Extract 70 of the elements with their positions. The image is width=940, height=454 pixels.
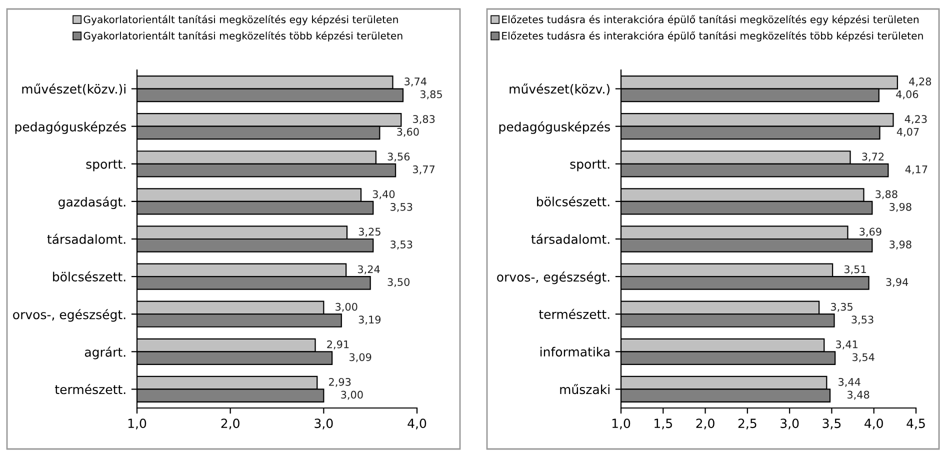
data-label: 4,28: [909, 78, 932, 86]
data-label: 3,88: [876, 190, 898, 200]
y-tick-label: agrárt.: [84, 346, 126, 360]
data-label: 3,69: [860, 228, 882, 237]
data-label: 3,24: [358, 265, 380, 274]
legend-label: Előzetes tudásra és interakcióra épülő tanítási megközelítés egy képzési területen: [502, 15, 918, 26]
data-label: 3,72: [862, 152, 884, 162]
y-tick-label: orvos-, egészségt.: [13, 309, 126, 322]
y-tick-label: sportt.: [570, 160, 610, 172]
data-label: 4,17: [905, 166, 928, 174]
data-label: 3,85: [420, 90, 442, 100]
y-tick-label: társadalomt.: [531, 234, 610, 244]
data-label: 3,53: [852, 316, 874, 325]
data-label: 3,00: [341, 390, 363, 400]
y-tick-label: természett.: [55, 384, 126, 394]
x-tick-label: 1,0: [128, 418, 146, 430]
x-tick-label: 3,0: [314, 418, 333, 430]
data-label: 2,91: [327, 340, 349, 350]
x-tick-label: 3,5: [822, 418, 841, 430]
x-tick-label: 2,5: [738, 418, 756, 430]
y-tick-label: bölcsészett.: [53, 271, 126, 282]
x-tick-label: 3,0: [780, 418, 799, 430]
data-label: 3,48: [847, 390, 870, 400]
data-label: 3,50: [388, 278, 410, 288]
data-label: 3,60: [397, 128, 419, 137]
y-tick-label: bölcsészett.: [537, 196, 610, 206]
data-label: 3,41: [836, 340, 858, 350]
data-label: 3,53: [390, 202, 412, 212]
data-label: 3,53: [390, 240, 412, 250]
data-label: 4,06: [896, 90, 918, 100]
legend-label: Gyakorlatorientált tanítási megközelítés több képzési területen: [84, 31, 402, 42]
y-tick-label: művészet(közv.): [510, 84, 610, 96]
y-tick-label: társadalomt.: [47, 234, 126, 244]
data-label: 3,00: [336, 302, 358, 312]
data-label: 3,44: [838, 378, 860, 387]
x-tick-label: 2,0: [221, 418, 240, 430]
y-tick-label: műszaki: [560, 384, 610, 394]
data-label: 3,35: [830, 302, 852, 312]
x-tick-label: 1,0: [612, 418, 630, 430]
data-label: 2,93: [329, 378, 351, 387]
data-label: 3,25: [358, 228, 380, 237]
x-tick-label: 4,0: [864, 418, 883, 430]
data-label: 3,51: [844, 265, 866, 274]
y-tick-label: természett.: [539, 308, 610, 320]
data-label: 4,23: [904, 115, 927, 124]
x-tick-label: 2,0: [696, 418, 714, 430]
x-tick-label: 1,5: [654, 418, 672, 430]
data-label: 3,54: [852, 353, 874, 362]
data-label: 3,83: [413, 115, 435, 124]
data-label: 3,94: [886, 278, 908, 288]
data-label: 3,40: [372, 190, 395, 200]
data-label: 3,74: [404, 78, 426, 86]
x-tick-label: 4,5: [906, 418, 925, 430]
y-tick-label: pedagógusképzés: [15, 121, 126, 134]
data-label: 3,98: [890, 202, 912, 212]
x-tick-label: 4,0: [408, 418, 426, 430]
data-label: 3,19: [358, 316, 381, 325]
y-tick-label: gazdaságt.: [58, 196, 126, 210]
data-label: 3,77: [412, 165, 435, 174]
data-label: 4,07: [896, 128, 919, 137]
y-tick-label: informatika: [540, 346, 610, 357]
data-label: 3,98: [890, 240, 912, 250]
y-tick-label: orvos-, egészségt.: [497, 272, 610, 284]
legend-label: Gyakorlatorientált tanítási megközelítés egy képzési területen: [84, 15, 398, 26]
legend-label: Előzetes tudásra és interakcióra épülő tanítási megközelítés több képzési területen: [502, 31, 923, 42]
y-tick-label: művészet(közv.)i: [22, 84, 126, 96]
y-tick-label: pedagógusképzés: [499, 121, 610, 134]
data-label: 3,56: [388, 152, 410, 162]
y-tick-label: sportt.: [86, 160, 126, 172]
data-label: 3,09: [350, 353, 372, 362]
